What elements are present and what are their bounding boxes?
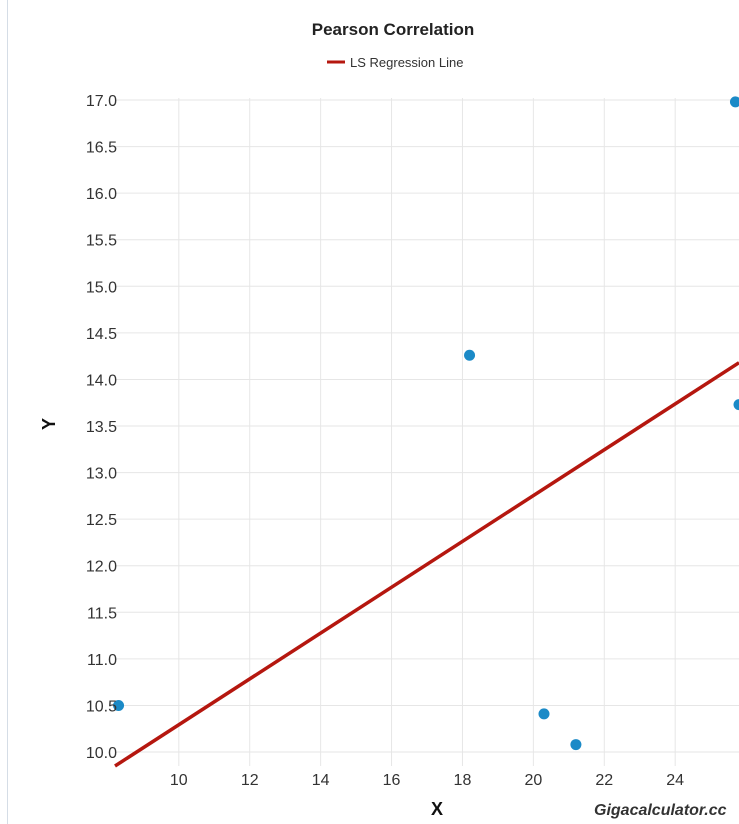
x-tick-label: 20	[524, 772, 542, 789]
y-tick-label: 16.5	[86, 140, 117, 157]
chart-title: Pearson Correlation	[312, 20, 475, 39]
y-tick-label: 17.0	[86, 93, 117, 110]
y-tick-label: 14.0	[86, 372, 117, 389]
x-tick-label: 22	[595, 772, 613, 789]
data-point	[538, 708, 550, 720]
y-tick-label: 13.5	[86, 419, 117, 436]
data-point	[113, 699, 125, 711]
y-tick-label: 15.0	[86, 279, 117, 296]
y-tick-label: 10.0	[86, 745, 117, 762]
y-tick-label: 13.0	[86, 466, 117, 483]
x-tick-label: 14	[312, 772, 330, 789]
data-point	[570, 739, 582, 751]
x-axis-label: X	[431, 799, 443, 819]
y-tick-labels: 10.0 10.5 11.0 11.5 12.0 12.5 13.0 13.5 14.0 14.5…	[86, 93, 117, 762]
data-point	[729, 96, 739, 108]
scatter-points	[113, 96, 739, 751]
credit-text: Gigacalculator.cc	[594, 802, 727, 819]
y-tick-label: 14.5	[86, 326, 117, 343]
data-point	[733, 399, 739, 411]
grid-lines	[115, 98, 739, 766]
y-tick-label: 10.5	[86, 698, 117, 715]
y-tick-label: 12.5	[86, 512, 117, 529]
x-tick-label: 24	[666, 772, 684, 789]
x-tick-label: 16	[383, 772, 401, 789]
x-tick-label: 12	[241, 772, 259, 789]
y-tick-label: 15.5	[86, 233, 117, 250]
x-tick-labels: 10 12 14 16 18 20 22 24	[170, 772, 684, 789]
x-tick-label: 18	[454, 772, 472, 789]
y-tick-label: 11.5	[87, 605, 117, 622]
legend-label: LS Regression Line	[350, 55, 463, 70]
regression-line-group	[114, 361, 739, 768]
y-axis-label: Y	[39, 418, 59, 430]
y-tick-label: 16.0	[86, 186, 117, 203]
panel-left-border	[7, 0, 8, 824]
y-tick-label: 11.0	[87, 652, 117, 669]
x-tick-label: 10	[170, 772, 188, 789]
regression-line	[114, 361, 739, 768]
y-tick-label: 12.0	[86, 559, 117, 576]
data-point	[464, 349, 476, 361]
